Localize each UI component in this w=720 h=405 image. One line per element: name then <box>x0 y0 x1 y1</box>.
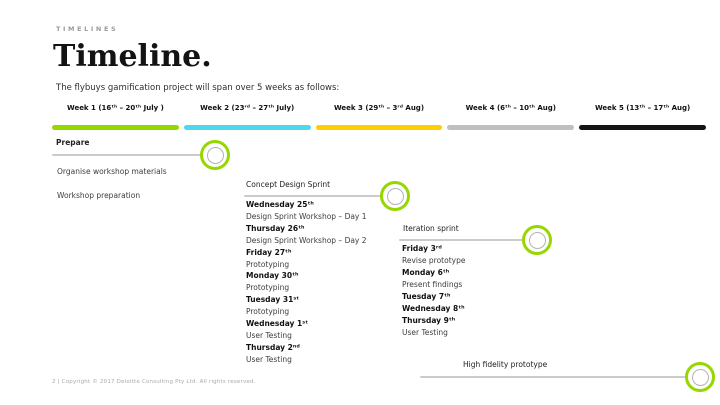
schedule-item: User Testing <box>246 330 292 340</box>
week-label: Week 2 (23ʳᵈ – 27ᵗʰ July) <box>200 104 295 112</box>
page-title: Timeline. <box>53 39 212 74</box>
week-label: Week 3 (29ᵗʰ – 3ʳᵈ Aug) <box>333 104 425 112</box>
milestone-label: Iteration sprint <box>403 224 459 233</box>
schedule-item: Thursday 26ᵗʰ <box>246 223 305 233</box>
schedule-item: Wednesday 25ᵗʰ <box>246 200 314 209</box>
milestone-circle-inner-ring <box>528 231 546 249</box>
schedule-item: User Testing <box>402 328 448 337</box>
milestone-line <box>399 239 526 241</box>
milestone-line <box>420 376 688 378</box>
schedule-item: Monday 6ᵗʰ <box>402 268 450 277</box>
week-label: Week 5 (13ᵗʰ – 17ᵗʰ Aug) <box>594 104 691 112</box>
milestone-label: Prepare <box>56 138 90 147</box>
schedule-item: Present findings <box>402 280 463 289</box>
milestone-line <box>52 154 204 156</box>
schedule-item: Monday 30ᵗʰ <box>246 271 299 281</box>
task-item: Workshop preparation <box>57 191 141 200</box>
milestone-label: High fidelity prototype <box>463 360 548 369</box>
schedule-item: Tuesday 31ˢᵗ <box>246 295 300 305</box>
week-color-bar <box>183 125 311 130</box>
schedule-item: Prototyping <box>246 283 290 293</box>
schedule-item: Design Sprint Workshop – Day 2 <box>246 235 367 245</box>
task-item: Organise workshop materials <box>57 167 167 176</box>
milestone-circle-inner-ring <box>206 146 224 164</box>
week-color-bar <box>579 125 706 130</box>
milestone-high-fidelity-prototype: High fidelity prototype <box>420 360 715 394</box>
week-column: Week 1 (16ᵗʰ – 20ᵗʰ July ) <box>52 103 179 130</box>
iteration-sprint-schedule: Friday 3ʳᵈ Revise prototype Monday 6ᵗʰ P… <box>402 243 465 339</box>
milestone-prepare: Prepare <box>52 138 230 172</box>
week-header-row: Week 1 (16ᵗʰ – 20ᵗʰ July ) Week 2 (23ʳᵈ … <box>52 103 706 130</box>
milestone-line <box>244 195 384 197</box>
schedule-item: Design Sprint Workshop – Day 1 <box>246 211 367 221</box>
schedule-item: Thursday 2ⁿᵈ <box>246 342 300 352</box>
milestone-concept-design-sprint: Concept Design Sprint <box>244 180 410 214</box>
schedule-item: Wednesday 8ᵗʰ <box>402 304 465 313</box>
week-color-bar <box>447 125 575 130</box>
schedule-item: Thursday 9ᵗʰ <box>402 316 456 325</box>
section-eyebrow: TIMELINES <box>56 25 119 33</box>
schedule-item: Prototyping <box>246 307 290 317</box>
milestone-circle-icon <box>380 181 410 211</box>
schedule-item: Wednesday 1ˢᵗ <box>246 319 309 329</box>
schedule-item: User Testing <box>246 354 292 364</box>
slide-subtitle: The flybuys gamification project will sp… <box>56 83 340 93</box>
milestone-circle-inner-ring <box>691 368 709 386</box>
milestone-label: Concept Design Sprint <box>246 180 331 189</box>
schedule-item: Prototyping <box>246 259 290 269</box>
footer-copyright: 2 | Copyright © 2017 Deloitte Consulting… <box>52 379 256 385</box>
milestone-iteration-sprint: Iteration sprint <box>399 224 552 258</box>
milestone-circle-icon <box>522 225 552 255</box>
milestone-circle-icon <box>200 140 230 170</box>
schedule-item: Revise prototype <box>402 256 466 265</box>
week-column: Week 2 (23ʳᵈ – 27ᵗʰ July) <box>183 103 311 130</box>
week-label: Week 1 (16ᵗʰ – 20ᵗʰ July ) <box>66 104 164 112</box>
week-column: Week 3 (29ᵗʰ – 3ʳᵈ Aug) <box>315 103 443 130</box>
prepare-task-list: Organise workshop materials Workshop pre… <box>57 160 167 208</box>
schedule-item: Friday 27ᵗʰ <box>246 247 292 257</box>
milestone-circle-icon <box>685 362 715 392</box>
milestone-circle-inner-ring <box>386 187 404 205</box>
schedule-item: Tuesday 7ᵗʰ <box>402 292 451 301</box>
week-label: Week 4 (6ᵗʰ – 10ᵗʰ Aug) <box>465 104 556 112</box>
concept-sprint-schedule: Wednesday 25ᵗʰ Design Sprint Workshop – … <box>246 199 367 366</box>
schedule-item: Friday 3ʳᵈ <box>402 244 442 253</box>
week-color-bar <box>52 125 179 130</box>
week-color-bar <box>315 125 443 130</box>
week-column: Week 5 (13ᵗʰ – 17ᵗʰ Aug) <box>579 103 706 130</box>
week-column: Week 4 (6ᵗʰ – 10ᵗʰ Aug) <box>447 103 575 130</box>
